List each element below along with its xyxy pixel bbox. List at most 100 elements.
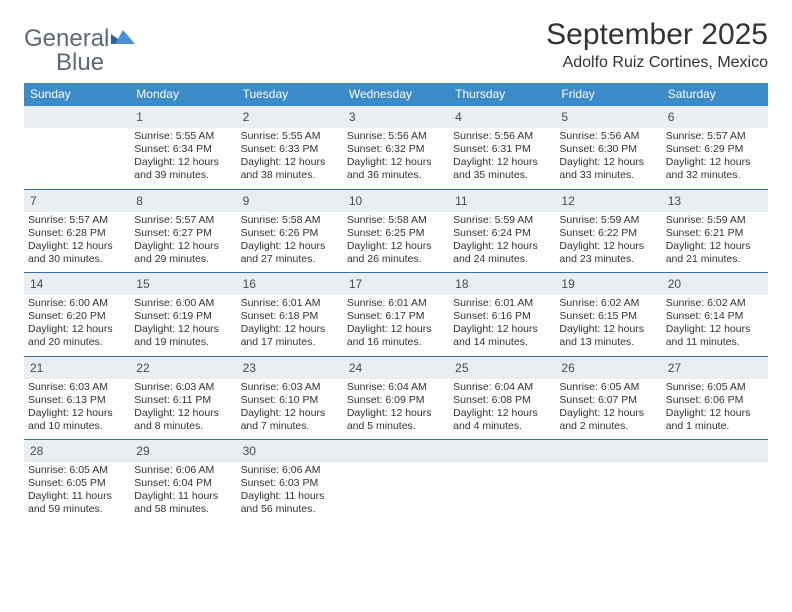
- daynum-row: 20: [662, 273, 768, 295]
- daylight1-text: Daylight: 12 hours: [666, 240, 764, 253]
- sunset-text: Sunset: 6:34 PM: [134, 143, 232, 156]
- day-number: 18: [455, 277, 468, 291]
- month-title: September 2025: [546, 18, 768, 52]
- day-cell: 30Sunrise: 6:06 AMSunset: 6:03 PMDayligh…: [237, 440, 343, 523]
- daynum-row: 9: [237, 190, 343, 212]
- day-cell: 8Sunrise: 5:57 AMSunset: 6:27 PMDaylight…: [130, 190, 236, 273]
- daynum-row: [449, 440, 555, 462]
- day-number: [30, 110, 33, 124]
- sunset-text: Sunset: 6:13 PM: [28, 394, 126, 407]
- daylight2-text: and 26 minutes.: [347, 253, 445, 266]
- day-number: 15: [136, 277, 149, 291]
- daylight1-text: Daylight: 12 hours: [28, 240, 126, 253]
- day-number: 25: [455, 361, 468, 375]
- daynum-row: 15: [130, 273, 236, 295]
- daynum-row: 11: [449, 190, 555, 212]
- day-number: 6: [668, 110, 675, 124]
- daylight2-text: and 39 minutes.: [134, 169, 232, 182]
- daynum-row: 3: [343, 106, 449, 128]
- daylight2-text: and 17 minutes.: [241, 336, 339, 349]
- daylight1-text: Daylight: 12 hours: [666, 407, 764, 420]
- daynum-row: 4: [449, 106, 555, 128]
- sunrise-text: Sunrise: 6:06 AM: [241, 464, 339, 477]
- sunset-text: Sunset: 6:15 PM: [559, 310, 657, 323]
- daylight1-text: Daylight: 12 hours: [453, 156, 551, 169]
- daynum-row: 19: [555, 273, 661, 295]
- daynum-row: 1: [130, 106, 236, 128]
- daylight1-text: Daylight: 12 hours: [241, 323, 339, 336]
- daylight1-text: Daylight: 12 hours: [241, 407, 339, 420]
- day-cell: 27Sunrise: 6:05 AMSunset: 6:06 PMDayligh…: [662, 357, 768, 440]
- sunset-text: Sunset: 6:19 PM: [134, 310, 232, 323]
- day-number: 24: [349, 361, 362, 375]
- daylight2-text: and 33 minutes.: [559, 169, 657, 182]
- daylight2-text: and 27 minutes.: [241, 253, 339, 266]
- day-cell: [449, 440, 555, 523]
- daynum-row: 10: [343, 190, 449, 212]
- daylight1-text: Daylight: 12 hours: [347, 240, 445, 253]
- daylight2-text: and 24 minutes.: [453, 253, 551, 266]
- day-number: 12: [561, 194, 574, 208]
- day-number: 20: [668, 277, 681, 291]
- dow-thursday: Thursday: [449, 83, 555, 106]
- sunset-text: Sunset: 6:10 PM: [241, 394, 339, 407]
- sunrise-text: Sunrise: 6:03 AM: [241, 381, 339, 394]
- day-number: 30: [243, 444, 256, 458]
- daylight1-text: Daylight: 11 hours: [28, 490, 126, 503]
- day-number: [349, 444, 352, 458]
- daylight2-text: and 29 minutes.: [134, 253, 232, 266]
- daynum-row: 12: [555, 190, 661, 212]
- sunrise-text: Sunrise: 6:01 AM: [241, 297, 339, 310]
- day-cell: [343, 440, 449, 523]
- day-cell: [24, 106, 130, 189]
- day-cell: 21Sunrise: 6:03 AMSunset: 6:13 PMDayligh…: [24, 357, 130, 440]
- day-number: [561, 444, 564, 458]
- day-cell: 7Sunrise: 5:57 AMSunset: 6:28 PMDaylight…: [24, 190, 130, 273]
- sunrise-text: Sunrise: 5:56 AM: [453, 130, 551, 143]
- day-number: 19: [561, 277, 574, 291]
- sunrise-text: Sunrise: 6:04 AM: [453, 381, 551, 394]
- daynum-row: 5: [555, 106, 661, 128]
- sunset-text: Sunset: 6:09 PM: [347, 394, 445, 407]
- dow-tuesday: Tuesday: [237, 83, 343, 106]
- day-cell: 24Sunrise: 6:04 AMSunset: 6:09 PMDayligh…: [343, 357, 449, 440]
- sunset-text: Sunset: 6:26 PM: [241, 227, 339, 240]
- calendar: Sunday Monday Tuesday Wednesday Thursday…: [24, 83, 768, 523]
- sunrise-text: Sunrise: 5:58 AM: [241, 214, 339, 227]
- sunrise-text: Sunrise: 5:57 AM: [28, 214, 126, 227]
- sunrise-text: Sunrise: 6:00 AM: [134, 297, 232, 310]
- daylight2-text: and 38 minutes.: [241, 169, 339, 182]
- daylight1-text: Daylight: 11 hours: [241, 490, 339, 503]
- day-cell: 28Sunrise: 6:05 AMSunset: 6:05 PMDayligh…: [24, 440, 130, 523]
- day-cell: 5Sunrise: 5:56 AMSunset: 6:30 PMDaylight…: [555, 106, 661, 189]
- day-number: 1: [136, 110, 143, 124]
- day-cell: 6Sunrise: 5:57 AMSunset: 6:29 PMDaylight…: [662, 106, 768, 189]
- sunset-text: Sunset: 6:07 PM: [559, 394, 657, 407]
- sunrise-text: Sunrise: 6:04 AM: [347, 381, 445, 394]
- daylight2-text: and 19 minutes.: [134, 336, 232, 349]
- sunrise-text: Sunrise: 6:03 AM: [134, 381, 232, 394]
- day-number: 17: [349, 277, 362, 291]
- daynum-row: 16: [237, 273, 343, 295]
- dow-sunday: Sunday: [24, 83, 130, 106]
- daylight1-text: Daylight: 12 hours: [559, 240, 657, 253]
- sunrise-text: Sunrise: 6:03 AM: [28, 381, 126, 394]
- sunset-text: Sunset: 6:05 PM: [28, 477, 126, 490]
- logo: General Blue: [24, 18, 137, 75]
- day-cell: 9Sunrise: 5:58 AMSunset: 6:26 PMDaylight…: [237, 190, 343, 273]
- day-number: 8: [136, 194, 143, 208]
- daynum-row: 22: [130, 357, 236, 379]
- logo-mark-icon: [111, 26, 137, 51]
- daylight1-text: Daylight: 12 hours: [134, 156, 232, 169]
- sunset-text: Sunset: 6:17 PM: [347, 310, 445, 323]
- day-cell: 22Sunrise: 6:03 AMSunset: 6:11 PMDayligh…: [130, 357, 236, 440]
- daynum-row: 13: [662, 190, 768, 212]
- daynum-row: 24: [343, 357, 449, 379]
- day-number: 10: [349, 194, 362, 208]
- logo-word1: General: [24, 25, 109, 52]
- daylight1-text: Daylight: 12 hours: [453, 407, 551, 420]
- day-cell: 29Sunrise: 6:06 AMSunset: 6:04 PMDayligh…: [130, 440, 236, 523]
- sunset-text: Sunset: 6:06 PM: [666, 394, 764, 407]
- dow-monday: Monday: [130, 83, 236, 106]
- day-number: 5: [561, 110, 568, 124]
